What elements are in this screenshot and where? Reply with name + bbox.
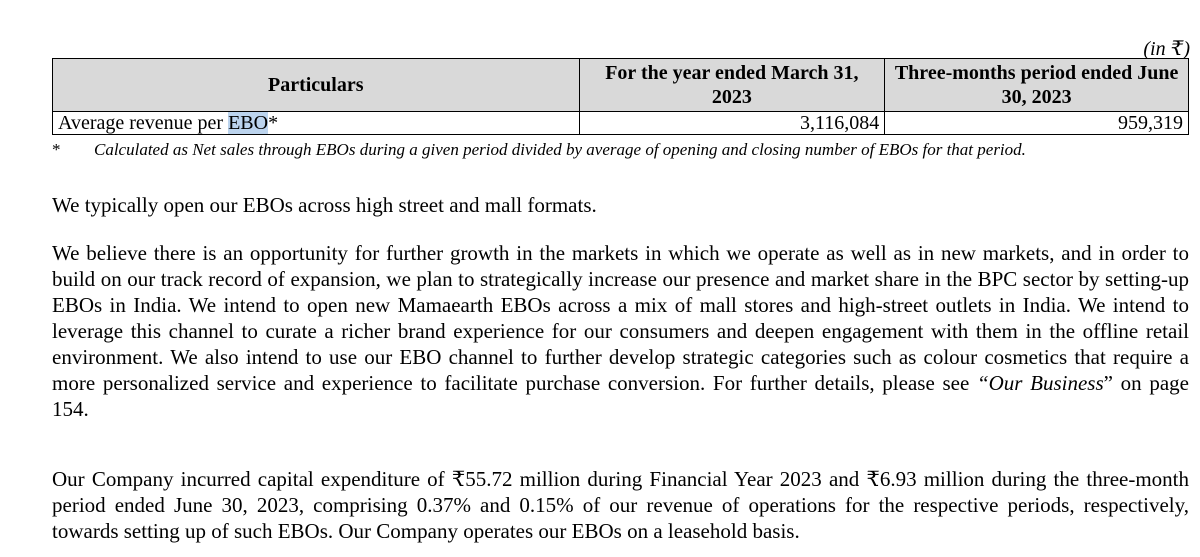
paragraph-capital-expenditure: Our Company incurred capital expenditure… bbox=[52, 467, 1189, 543]
header-particulars: Particulars bbox=[52, 58, 580, 112]
our-business-reference: “Our Business bbox=[976, 371, 1104, 395]
table-header-row: Particulars For the year ended March 31,… bbox=[52, 58, 1189, 112]
footnote-marker: * bbox=[52, 140, 61, 159]
value-q1-fy2024: 959,319 bbox=[884, 111, 1189, 135]
header-q1-fy2024: Three-months period ended June 30, 2023 bbox=[884, 58, 1189, 112]
paragraph-growth-page-ref: ” on page 154. bbox=[52, 371, 1189, 421]
paragraph-growth-text: We believe there is an opportunity for f… bbox=[52, 241, 1189, 395]
value-fy2023: 3,116,084 bbox=[578, 111, 886, 135]
currency-unit-note: (in ₹) bbox=[1143, 38, 1190, 60]
ebo-revenue-table: Particulars For the year ended March 31,… bbox=[52, 58, 1189, 135]
paragraph-formats: We typically open our EBOs across high s… bbox=[52, 193, 597, 217]
header-fy2023: For the year ended March 31, 2023 bbox=[578, 58, 886, 112]
row-label: Average revenue per EBO* bbox=[52, 111, 580, 135]
footnote-text: Calculated as Net sales through EBOs dur… bbox=[94, 140, 1026, 159]
row-label-prefix: Average revenue per bbox=[58, 112, 229, 134]
paragraph-growth-strategy: We believe there is an opportunity for f… bbox=[52, 240, 1189, 422]
table-row: Average revenue per EBO* 3,116,084 959,3… bbox=[52, 111, 1189, 135]
row-label-asterisk: * bbox=[268, 112, 279, 134]
selected-text-ebo[interactable]: EBO bbox=[228, 112, 269, 134]
